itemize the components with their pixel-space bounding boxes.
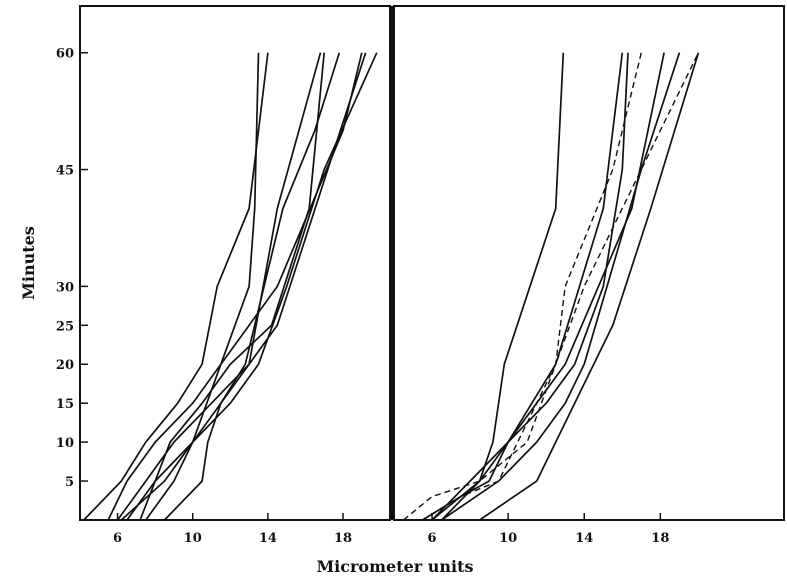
series-lines [83, 52, 700, 521]
y-tick-label: 15 [56, 397, 74, 412]
x-axis-ticks: 6 10 14 18 6 10 14 18 [113, 513, 669, 546]
x-tick-label: 10 [184, 531, 202, 546]
y-tick-label: 60 [56, 47, 74, 62]
x-tick-label: 6 [113, 531, 122, 546]
x-tick-label: 6 [428, 531, 437, 546]
series-line-right-8 [422, 52, 700, 521]
y-tick-label: 45 [56, 164, 74, 179]
series-line-left-6 [163, 52, 341, 521]
x-tick-label: 18 [334, 531, 352, 546]
series-line-right-3 [440, 52, 624, 521]
series-line-right-6 [431, 52, 665, 521]
series-line-right-4 [479, 52, 700, 521]
x-axis-title: Micrometer units [316, 557, 473, 576]
y-tick-label: 10 [56, 436, 74, 451]
x-tick-label: 14 [259, 531, 277, 546]
right-panel-frame [393, 5, 785, 521]
x-tick-label: 14 [575, 531, 593, 546]
series-line-left-5 [83, 52, 269, 521]
y-tick-label: 5 [65, 475, 74, 490]
y-axis-title: Minutes [19, 226, 38, 300]
series-line-left-2 [126, 52, 363, 521]
x-tick-label: 10 [499, 531, 517, 546]
series-line-right-1 [422, 52, 565, 521]
y-axis-ticks: 5 10 15 20 25 30 45 60 [56, 47, 88, 490]
left-panel-frame [79, 5, 391, 521]
x-tick-label: 18 [651, 531, 669, 546]
series-line-left-3 [116, 52, 322, 521]
series-line-right-7 [403, 52, 642, 521]
y-tick-label: 30 [56, 280, 74, 295]
y-tick-label: 20 [56, 358, 74, 373]
series-line-left-8 [145, 52, 378, 521]
series-line-left-1 [139, 52, 326, 521]
series-line-left-4 [107, 52, 260, 521]
series-line-left-7 [120, 52, 367, 521]
y-tick-label: 25 [56, 319, 74, 334]
